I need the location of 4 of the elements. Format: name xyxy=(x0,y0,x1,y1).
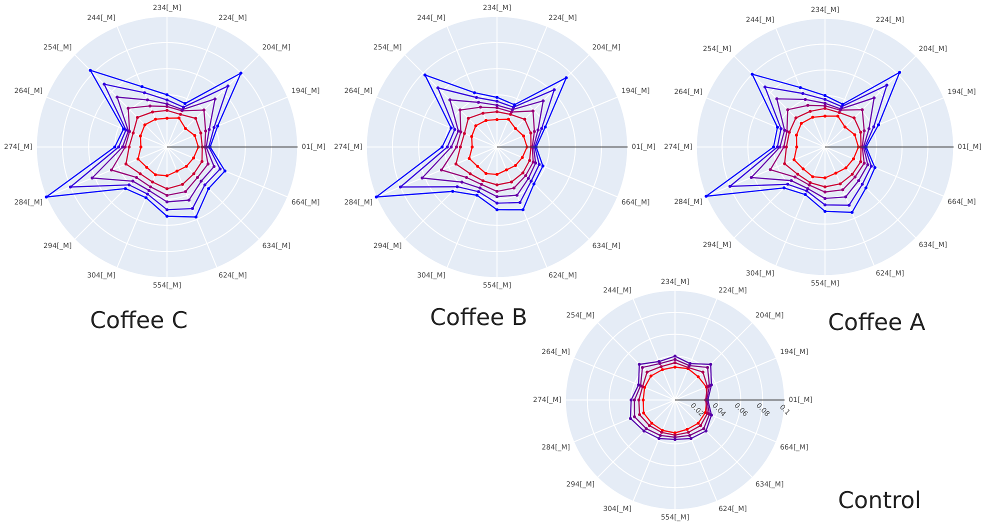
text: Coffee C xyxy=(90,308,188,334)
text: Coffee A xyxy=(828,310,926,336)
text: Control xyxy=(838,488,922,514)
text: Coffee B xyxy=(430,305,528,331)
